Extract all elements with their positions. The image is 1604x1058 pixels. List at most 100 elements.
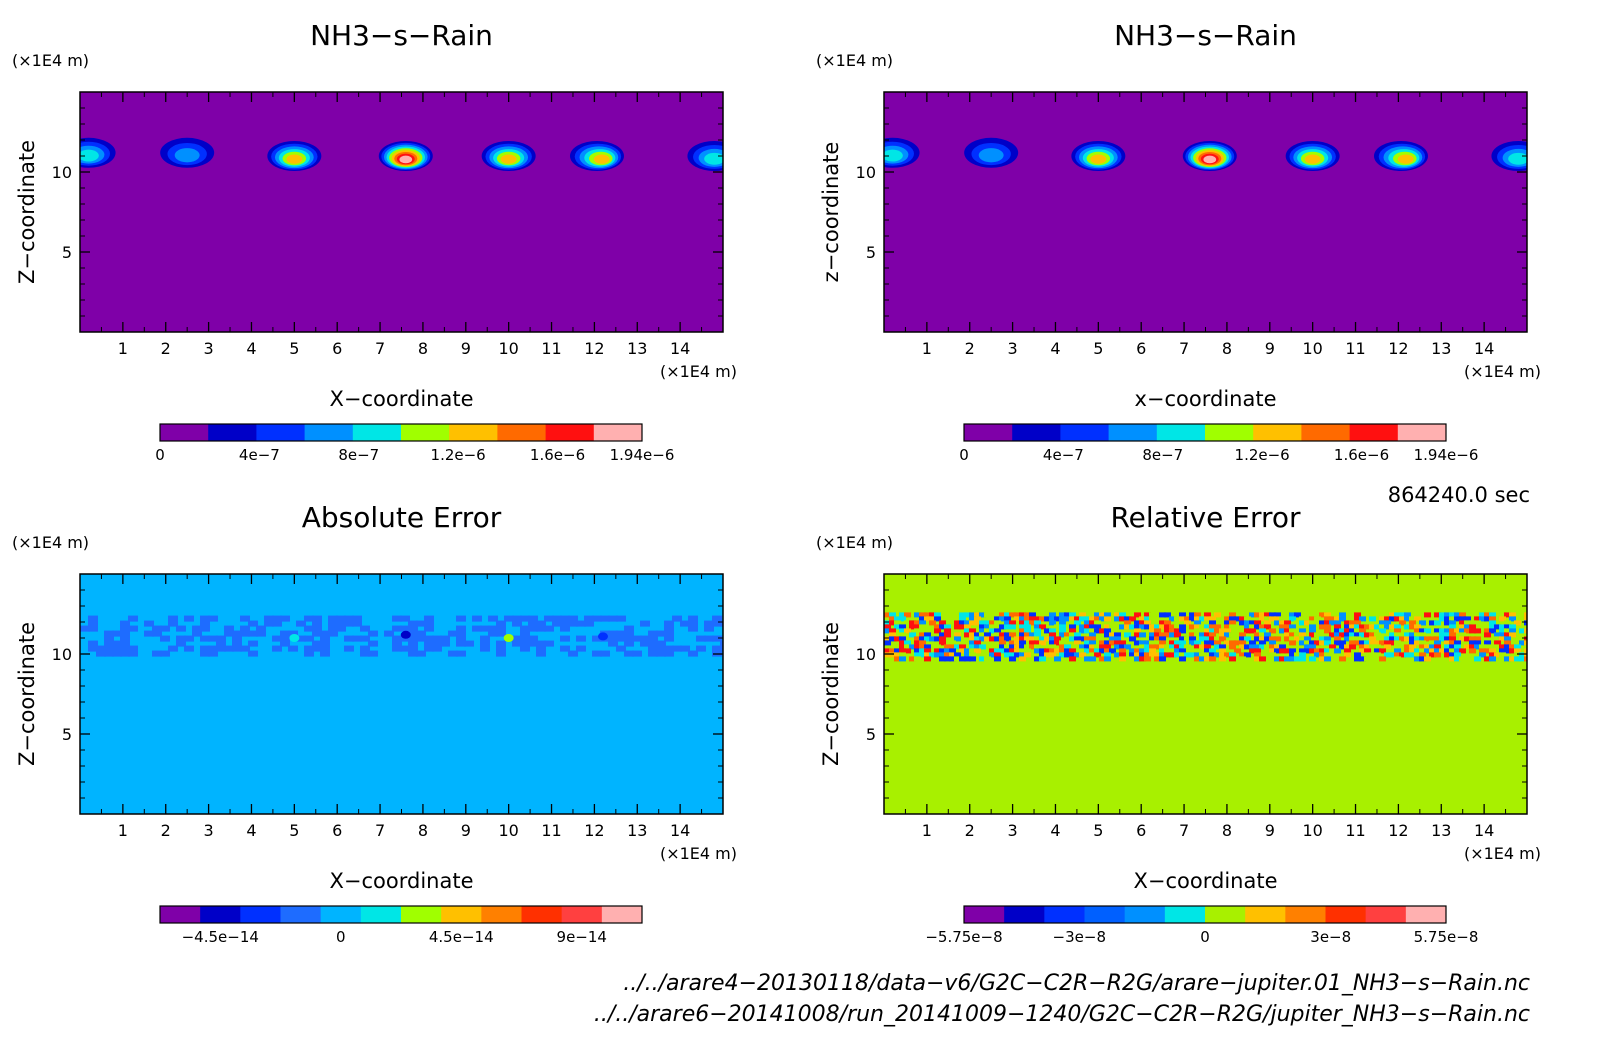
- colorbar-tick-label: 1.94e−6: [610, 446, 675, 464]
- x-tick-label: 4: [246, 821, 256, 840]
- x-tick-label: 8: [1222, 339, 1232, 358]
- colorbar-swatch: [1084, 906, 1126, 923]
- x-tick-label: 4: [246, 339, 256, 358]
- x-tick-label: 6: [1136, 821, 1146, 840]
- x-tick-label: 9: [461, 339, 471, 358]
- y-unit-label: (×1E4 m): [12, 51, 89, 70]
- x-axis-label: X−coordinate: [330, 869, 474, 893]
- colorbar-tick-label: 1.6e−6: [530, 446, 585, 464]
- colorbar-tick-label: 8e−7: [338, 446, 379, 464]
- colorbar-swatch: [1253, 424, 1302, 441]
- x-tick-label: 12: [584, 339, 604, 358]
- x-tick-label: 3: [1008, 821, 1018, 840]
- x-tick-label: 6: [1136, 339, 1146, 358]
- x-tick-label: 11: [1345, 339, 1365, 358]
- colorbar-swatch: [1325, 906, 1367, 923]
- x-tick-label: 5: [1093, 821, 1103, 840]
- colorbar-tick-label: 0: [155, 446, 165, 464]
- x-tick-label: 13: [627, 339, 647, 358]
- x-tick-label: 14: [1474, 821, 1494, 840]
- colorbar-swatch: [1012, 424, 1061, 441]
- panel-title: NH3−s−Rain: [1114, 19, 1297, 52]
- colorbar-swatch: [1365, 906, 1407, 923]
- colorbar-swatch: [545, 424, 595, 441]
- x-tick-label: 7: [1179, 339, 1189, 358]
- colorbar-swatch: [593, 424, 643, 441]
- y-tick-label: 10: [856, 645, 876, 664]
- panel-title: NH3−s−Rain: [310, 19, 493, 52]
- colorbar-swatch: [160, 424, 209, 441]
- colorbar-tick-label: 1.6e−6: [1334, 446, 1389, 464]
- x-tick-label: 7: [375, 339, 385, 358]
- y-tick-label: 10: [52, 645, 72, 664]
- y-tick-label: 5: [62, 243, 72, 262]
- x-tick-label: 5: [1093, 339, 1103, 358]
- x-tick-label: 2: [161, 821, 171, 840]
- x-tick-label: 3: [1008, 339, 1018, 358]
- colorbar-swatch: [360, 906, 402, 923]
- colorbar-swatch: [160, 906, 201, 923]
- colorbar-tick-label: 0: [336, 928, 346, 946]
- x-tick-label: 3: [204, 339, 214, 358]
- x-tick-label: 11: [541, 339, 561, 358]
- colorbar: −4.5e−14 0 4.5e−14 9e−14: [159, 905, 643, 946]
- time-label: 864240.0 sec: [1388, 483, 1530, 507]
- y-tick-label: 10: [856, 163, 876, 182]
- rain-cell: [481, 141, 536, 171]
- x-axis-label: x−coordinate: [1134, 387, 1276, 411]
- colorbar-swatch: [1108, 424, 1158, 441]
- colorbar-tick-label: 1.2e−6: [1235, 446, 1290, 464]
- x-tick-label: 12: [584, 821, 604, 840]
- colorbar-swatch: [352, 424, 402, 441]
- y-unit-label: (×1E4 m): [816, 51, 893, 70]
- field-background: [884, 574, 1527, 814]
- colorbar-tick-label: −3e−8: [1053, 928, 1106, 946]
- rain-cell: [267, 141, 322, 171]
- colorbar-tick-label: 3e−8: [1310, 928, 1351, 946]
- colorbar-swatch: [441, 906, 482, 923]
- x-tick-label: 1: [118, 821, 128, 840]
- y-unit-label: (×1E4 m): [816, 533, 893, 552]
- colorbar-swatch: [1205, 424, 1254, 441]
- x-tick-label: 2: [965, 339, 975, 358]
- x-axis-label: X−coordinate: [330, 387, 474, 411]
- x-unit-label: (×1E4 m): [1464, 844, 1541, 863]
- colorbar-swatch: [401, 906, 442, 923]
- x-tick-label: 13: [627, 821, 647, 840]
- x-tick-label: 10: [1302, 339, 1322, 358]
- colorbar-swatch: [561, 906, 603, 923]
- file-path-2: ../../arare6−20141008/run_20141009−1240/…: [594, 1002, 1530, 1027]
- colorbar-swatch: [497, 424, 547, 441]
- colorbar: 0 4e−7 8e−7 1.2e−6 1.6e−6 1.94e−6: [155, 423, 675, 464]
- colorbar-swatch: [200, 906, 241, 923]
- colorbar-swatch: [1405, 906, 1447, 923]
- file-path-1: ../../arare4−20130118/data−v6/G2C−C2R−R2…: [623, 971, 1530, 996]
- y-axis-label: Z−coordinate: [15, 622, 39, 766]
- colorbar-swatch: [401, 424, 450, 441]
- x-axis-label: X−coordinate: [1134, 869, 1278, 893]
- colorbar-swatch: [304, 424, 354, 441]
- colorbar-swatch: [208, 424, 257, 441]
- x-unit-label: (×1E4 m): [660, 844, 737, 863]
- x-tick-label: 9: [1265, 339, 1275, 358]
- colorbar-swatch: [449, 424, 498, 441]
- heatmap-field: [80, 92, 723, 332]
- rain-cell: [884, 137, 920, 168]
- colorbar-swatch: [1060, 424, 1110, 441]
- panel-2: NH3−s−Rain(×1E4 m)1 2 3 4 5 6 7 8 9 10 11 12 13 14510…: [816, 19, 1541, 464]
- colorbar-swatch: [256, 424, 306, 441]
- x-tick-label: 1: [922, 339, 932, 358]
- error-spot: [400, 630, 411, 639]
- y-tick-label: 5: [62, 725, 72, 744]
- x-tick-label: 13: [1431, 821, 1451, 840]
- error-spot: [289, 634, 300, 642]
- panel-4: Relative Error(×1E4 m)1 2 3 4 5 6 7 8 9 10 11 12 13 1…: [816, 501, 1541, 946]
- colorbar-tick-label: 4e−7: [1043, 446, 1084, 464]
- colorbar-swatch: [964, 424, 1013, 441]
- colorbar-tick-label: 0: [959, 446, 969, 464]
- y-tick-label: 5: [866, 243, 876, 262]
- rain-cell: [1182, 141, 1237, 171]
- colorbar-tick-label: 0: [1200, 928, 1210, 946]
- x-tick-label: 9: [461, 821, 471, 840]
